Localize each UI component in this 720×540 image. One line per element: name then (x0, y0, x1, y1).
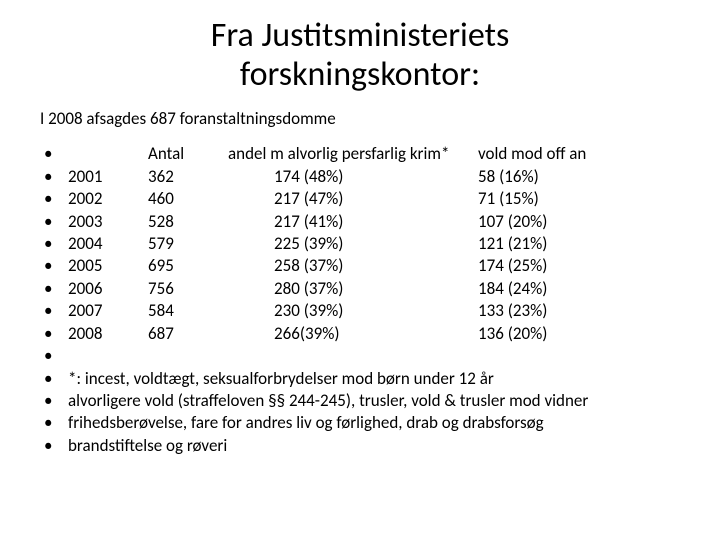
header-antal: Antal (148, 143, 228, 165)
cell-antal: 528 (148, 211, 228, 233)
note-text: brandstiftelse og røveri (68, 435, 680, 457)
cell-vold: 184 (24%) (478, 278, 680, 300)
table-row: •2005695258 (37%)174 (25%) (40, 255, 680, 277)
cell-vold: 133 (23%) (478, 300, 680, 322)
table-row: •2006756280 (37%)184 (24%) (40, 278, 680, 300)
blank-text (68, 345, 680, 367)
content-area: • Antal andel m alvorlig persfarlig krim… (40, 143, 680, 457)
cell-andel: 217 (47%) (228, 188, 478, 210)
data-rows-container: •2001362174 (48%)58 (16%)•2002460217 (47… (40, 166, 680, 346)
slide: Fra Justitsministeriets forskningskontor… (0, 0, 720, 540)
table-row: •2001362174 (48%)58 (16%) (40, 166, 680, 188)
title-line-1: Fra Justitsministeriets (211, 15, 510, 56)
bullet-icon: • (40, 300, 68, 322)
note-text: frihedsberøvelse, fare for andres liv og… (68, 412, 680, 434)
bullet-icon: • (40, 255, 68, 277)
blank-row: • (40, 345, 680, 367)
header-andel: andel m alvorlig persfarlig krim* (228, 143, 478, 165)
bullet-icon: • (40, 278, 68, 300)
cell-andel: 217 (41%) (228, 211, 478, 233)
bullet-icon: • (40, 211, 68, 233)
cell-year: 2008 (68, 323, 148, 345)
cell-antal: 584 (148, 300, 228, 322)
bullet-icon: • (40, 390, 68, 412)
header-row: • Antal andel m alvorlig persfarlig krim… (40, 143, 680, 165)
cell-year: 2004 (68, 233, 148, 255)
note-text: alvorligere vold (straffeloven §§ 244-24… (68, 390, 680, 412)
bullet-icon: • (40, 166, 68, 188)
cell-antal: 756 (148, 278, 228, 300)
cell-year: 2005 (68, 255, 148, 277)
cell-vold: 174 (25%) (478, 255, 680, 277)
cell-andel: 280 (37%) (228, 278, 478, 300)
cell-vold: 58 (16%) (478, 166, 680, 188)
cell-andel: 225 (39%) (228, 233, 478, 255)
cell-andel: 266(39%) (228, 323, 478, 345)
note-row: •frihedsberøvelse, fare for andres liv o… (40, 412, 680, 434)
cell-vold: 121 (21%) (478, 233, 680, 255)
cell-year: 2007 (68, 300, 148, 322)
bullet-icon: • (40, 412, 68, 434)
table-row: •2008687266(39%)136 (20%) (40, 323, 680, 345)
cell-antal: 579 (148, 233, 228, 255)
table-row: •2003528217 (41%)107 (20%) (40, 211, 680, 233)
cell-antal: 687 (148, 323, 228, 345)
note-text: *: incest, voldtægt, seksualforbrydelser… (68, 368, 680, 390)
bullet-icon: • (40, 368, 68, 390)
cell-antal: 362 (148, 166, 228, 188)
cell-antal: 695 (148, 255, 228, 277)
header-vold: vold mod off an (478, 143, 680, 165)
cell-year: 2003 (68, 211, 148, 233)
title-line-2: forskningskontor: (240, 54, 480, 95)
note-row: •*: incest, voldtægt, seksualforbrydelse… (40, 368, 680, 390)
cell-andel: 174 (48%) (228, 166, 478, 188)
cell-year: 2006 (68, 278, 148, 300)
subtitle: I 2008 afsagdes 687 foranstaltningsdomme (40, 108, 680, 129)
cell-year: 2001 (68, 166, 148, 188)
cell-year: 2002 (68, 188, 148, 210)
table-row: •2004579225 (39%)121 (21%) (40, 233, 680, 255)
cell-vold: 136 (20%) (478, 323, 680, 345)
bullet-icon: • (40, 143, 68, 165)
note-row: •brandstiftelse og røveri (40, 435, 680, 457)
cell-vold: 71 (15%) (478, 188, 680, 210)
slide-title: Fra Justitsministeriets forskningskontor… (40, 16, 680, 94)
bullet-icon: • (40, 345, 68, 367)
cell-andel: 230 (39%) (228, 300, 478, 322)
cell-andel: 258 (37%) (228, 255, 478, 277)
table-row: •2002460217 (47%)71 (15%) (40, 188, 680, 210)
bullet-icon: • (40, 188, 68, 210)
note-row: •alvorligere vold (straffeloven §§ 244-2… (40, 390, 680, 412)
bullet-icon: • (40, 233, 68, 255)
cell-antal: 460 (148, 188, 228, 210)
bullet-icon: • (40, 435, 68, 457)
cell-vold: 107 (20%) (478, 211, 680, 233)
bullet-icon: • (40, 323, 68, 345)
table-row: •2007584230 (39%)133 (23%) (40, 300, 680, 322)
notes-container: •*: incest, voldtægt, seksualforbrydelse… (40, 368, 680, 458)
